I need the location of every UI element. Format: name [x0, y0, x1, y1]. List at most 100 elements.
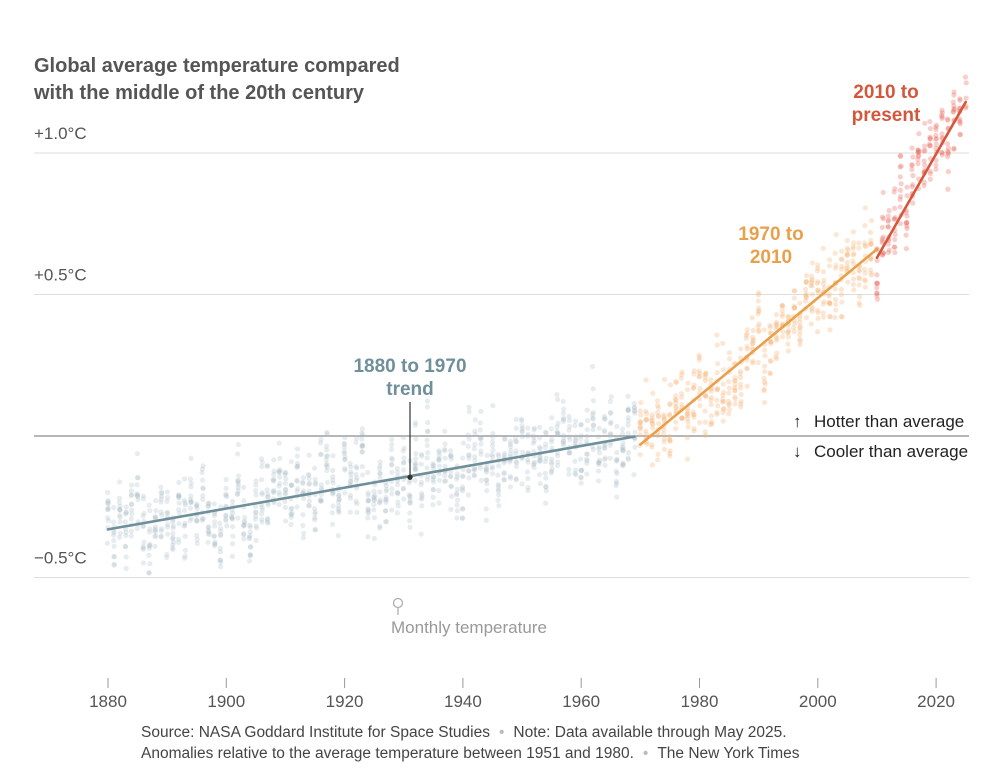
monthly-temperature-dot [513, 458, 519, 465]
monthly-temperature-dot [205, 500, 211, 506]
monthly-temperature-dot [442, 428, 448, 435]
monthly-temperature-dot [241, 520, 247, 526]
monthly-temperature-dot [359, 449, 365, 455]
monthly-temperature-dot [933, 141, 939, 147]
monthly-temperature-dot [720, 381, 726, 387]
monthly-temperature-dot [785, 313, 792, 320]
monthly-temperature-dot [939, 107, 945, 113]
monthly-temperature-dot [589, 363, 596, 370]
monthly-temperature-dot [419, 495, 425, 501]
monthly-temperature-dot [749, 315, 755, 321]
monthly-temperature-dot [394, 490, 401, 496]
monthly-temperature-dot [128, 507, 135, 513]
monthly-temperature-dot [140, 560, 146, 566]
monthly-temperature-dot [554, 396, 561, 403]
monthly-temperature-dot [797, 323, 803, 330]
footer-note: Note: Data available through May 2025. A… [141, 724, 787, 762]
monthly-temperature-dot [655, 433, 661, 439]
monthly-temperature-dot [235, 451, 241, 457]
monthly-temperature-dot [850, 276, 857, 282]
monthly-temperature-dot [117, 506, 123, 513]
monthly-temperature-dot [844, 251, 850, 257]
monthly-temperature-dot [673, 400, 679, 406]
monthly-temperature-dot [927, 168, 933, 174]
monthly-temperature-dot [714, 370, 720, 376]
monthly-temperature-dot [188, 455, 194, 461]
monthly-temperature-dot [879, 252, 885, 258]
monthly-temperature-dot [685, 380, 691, 386]
monthly-temperature-dot [258, 456, 265, 462]
monthly-temperature-dot [419, 453, 425, 459]
monthly-temperature-dot [714, 342, 720, 348]
monthly-temperature-dot [211, 533, 217, 539]
monthly-temperature-dot [194, 502, 200, 509]
monthly-temperature-dot [886, 247, 892, 253]
monthly-temperature-dot [892, 231, 898, 238]
monthly-temperature-dot [312, 476, 318, 483]
monthly-temperature-dot [720, 389, 727, 395]
monthly-temperature-dot [809, 276, 815, 283]
monthly-temperature-dot [649, 420, 656, 426]
monthly-temperature-dot [560, 416, 567, 423]
monthly-temperature-pointer-icon [392, 597, 404, 615]
monthly-temperature-dot [726, 350, 732, 356]
monthly-temperature-dot [252, 516, 259, 522]
monthly-temperature-dot [230, 533, 236, 539]
monthly-temperature-dot [601, 416, 607, 422]
monthly-temperature-dot [217, 532, 224, 538]
monthly-temperature-dot [637, 452, 643, 458]
monthly-temperature-dot [223, 516, 229, 522]
monthly-temperature-dot [259, 507, 265, 513]
monthly-temperature-dot [253, 513, 259, 519]
monthly-temperature-dot [436, 457, 442, 464]
monthly-temperature-dot [140, 513, 146, 519]
monthly-temperature-dot [862, 270, 868, 276]
monthly-temperature-dot [767, 358, 773, 364]
monthly-temperature-dot [252, 504, 259, 510]
monthly-temperature-dot [477, 465, 483, 471]
monthly-temperature-dot [146, 552, 152, 558]
monthly-temperature-dot [182, 500, 188, 506]
monthly-temperature-dot [650, 421, 656, 427]
monthly-temperature-dot [732, 381, 738, 388]
monthly-temperature-dot [897, 204, 903, 210]
monthly-temperature-dot [117, 530, 123, 536]
footer-separator: • [498, 724, 505, 741]
monthly-temperature-dot [851, 251, 857, 257]
monthly-temperature-dot [773, 354, 779, 360]
monthly-temperature-dot [217, 545, 223, 551]
monthly-temperature-dot [436, 453, 442, 459]
monthly-temperature-dot [336, 509, 342, 516]
monthly-temperature-dot [927, 136, 933, 142]
monthly-temperature-dot [927, 134, 933, 140]
monthly-temperature-dot [838, 256, 844, 262]
monthly-temperature-dot [123, 533, 129, 539]
monthly-temperature-dot [607, 398, 613, 404]
monthly-temperature-dot [496, 492, 502, 498]
monthly-temperature-dot [294, 478, 300, 484]
monthly-temperature-dot [814, 268, 821, 274]
monthly-temperature-dot [938, 112, 945, 119]
monthly-temperature-dot [679, 369, 685, 375]
monthly-temperature-dot [431, 479, 437, 485]
monthly-temperature-dot [489, 439, 496, 445]
monthly-temperature-dot [212, 523, 218, 529]
monthly-temperature-dot [253, 537, 259, 543]
monthly-temperature-dot [341, 450, 348, 456]
monthly-temperature-dot [283, 470, 289, 476]
monthly-temperature-dot [856, 300, 862, 306]
monthly-temperature-dot [584, 451, 590, 457]
monthly-temperature-dot [507, 438, 514, 444]
monthly-temperature-dot [666, 433, 673, 440]
monthly-temperature-dot [826, 299, 833, 306]
monthly-temperature-dot [135, 492, 141, 498]
monthly-temperature-dot [259, 463, 265, 470]
monthly-temperature-dot [490, 454, 496, 460]
monthly-temperature-dot [200, 496, 206, 503]
monthly-temperature-dot [744, 327, 750, 333]
monthly-temperature-dot [484, 477, 490, 483]
monthly-temperature-dot [750, 338, 756, 344]
monthly-temperature-dot [643, 428, 649, 434]
monthly-temperature-dot [407, 510, 413, 516]
monthly-temperature-dot [815, 315, 821, 321]
